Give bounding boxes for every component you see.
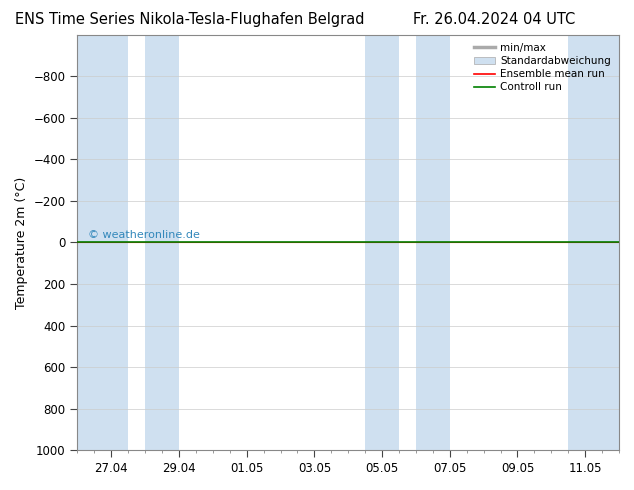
Bar (77, 35, 128, 450)
Legend: min/max, Standardabweichung, Ensemble mean run, Controll run: min/max, Standardabweichung, Ensemble me… (471, 40, 614, 96)
Bar (365, 35, 399, 450)
Bar (568, 35, 619, 450)
Y-axis label: Temperature 2m (°C): Temperature 2m (°C) (15, 176, 28, 309)
Bar (145, 35, 179, 450)
Text: ENS Time Series Nikola-Tesla-Flughafen Belgrad: ENS Time Series Nikola-Tesla-Flughafen B… (15, 12, 365, 27)
Text: Fr. 26.04.2024 04 UTC: Fr. 26.04.2024 04 UTC (413, 12, 576, 27)
Bar (416, 35, 450, 450)
Text: © weatheronline.de: © weatheronline.de (88, 230, 200, 240)
